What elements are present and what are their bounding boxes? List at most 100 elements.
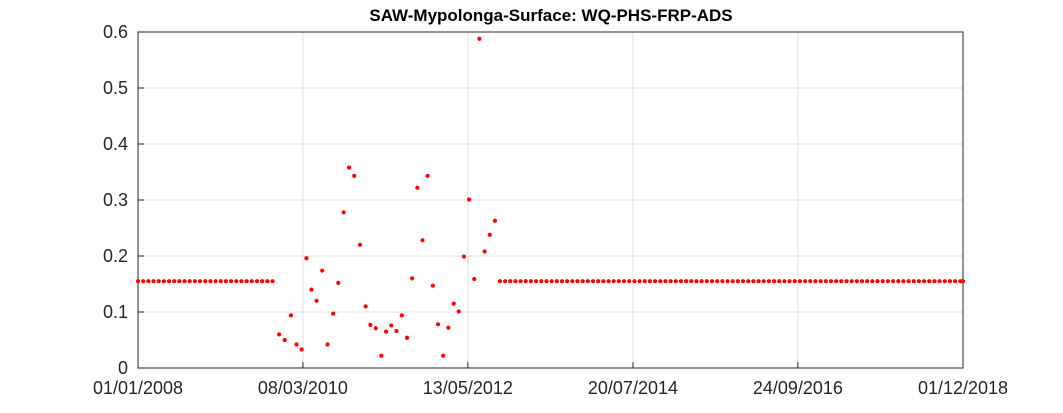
data-point — [792, 279, 797, 284]
data-point — [539, 279, 544, 284]
data-point — [927, 279, 932, 284]
data-point — [346, 165, 352, 170]
data-point — [828, 279, 834, 284]
data-point — [415, 185, 420, 190]
data-point — [590, 279, 596, 284]
data-point — [497, 279, 503, 284]
x-tick-label: 24/09/2016 — [753, 378, 843, 398]
data-point — [761, 279, 766, 284]
data-point — [166, 279, 172, 284]
data-point — [482, 249, 487, 254]
data-point — [234, 279, 239, 284]
data-point — [141, 279, 146, 284]
data-point — [818, 279, 823, 284]
data-point — [282, 337, 287, 343]
data-point — [813, 279, 818, 284]
data-point — [678, 279, 684, 284]
data-point — [689, 279, 694, 284]
data-point — [394, 328, 399, 334]
data-point — [461, 254, 466, 259]
data-point — [161, 279, 166, 284]
data-point — [331, 311, 336, 316]
data-point — [694, 279, 699, 284]
data-point — [288, 313, 294, 318]
chart-title: SAW-Mypolonga-Surface: WQ-PHS-FRP-ADS — [369, 6, 733, 25]
data-point — [632, 279, 637, 284]
y-tick-label: 0.6 — [103, 22, 128, 42]
data-point — [844, 279, 849, 284]
data-point — [668, 279, 673, 284]
data-point — [642, 279, 647, 284]
data-point — [177, 279, 182, 284]
data-point — [942, 279, 947, 284]
data-point — [953, 279, 958, 284]
data-point — [320, 268, 325, 273]
data-point — [325, 342, 330, 347]
data-point — [492, 218, 498, 223]
data-point — [218, 279, 223, 284]
data-point — [834, 279, 839, 284]
data-point — [766, 279, 772, 284]
data-point — [777, 279, 782, 284]
data-point — [146, 279, 151, 284]
data-point — [570, 279, 575, 284]
x-tick-label: 13/05/2012 — [423, 378, 513, 398]
data-point — [782, 279, 787, 284]
data-point — [357, 242, 363, 247]
data-point — [684, 279, 689, 284]
data-point — [875, 279, 880, 284]
data-point — [673, 279, 678, 284]
data-point — [534, 279, 539, 284]
data-points — [135, 36, 966, 358]
data-point — [270, 279, 275, 284]
data-point — [890, 279, 896, 284]
data-point — [451, 301, 456, 306]
data-point — [611, 279, 616, 284]
data-point — [720, 279, 725, 284]
data-point — [797, 279, 803, 284]
data-point — [663, 279, 668, 284]
data-point — [922, 279, 927, 284]
y-tick-label: 0.2 — [103, 246, 128, 266]
data-point — [947, 279, 953, 284]
x-tick-label: 08/03/2010 — [258, 378, 348, 398]
data-point — [508, 279, 513, 284]
data-point — [404, 335, 410, 340]
data-point — [314, 298, 319, 303]
data-point — [823, 279, 828, 284]
data-point — [379, 353, 384, 358]
data-point — [906, 279, 911, 284]
data-point — [352, 173, 357, 179]
data-point — [309, 287, 314, 292]
data-point — [249, 279, 254, 284]
data-point — [870, 279, 875, 284]
data-point — [430, 283, 435, 288]
data-point — [368, 322, 373, 327]
data-point — [384, 329, 389, 334]
y-tick-label: 0 — [118, 358, 128, 378]
data-point — [544, 279, 549, 284]
y-tick-label: 0.1 — [103, 302, 128, 322]
data-point — [596, 279, 601, 284]
data-point — [435, 322, 441, 327]
data-point — [647, 279, 653, 284]
data-point — [420, 238, 425, 243]
data-point — [606, 279, 611, 284]
data-point — [513, 279, 518, 284]
data-point — [808, 279, 813, 284]
data-point — [911, 279, 916, 284]
data-point — [730, 279, 735, 284]
data-point — [477, 36, 482, 41]
data-point — [373, 326, 378, 331]
data-point — [601, 279, 606, 284]
data-point — [363, 304, 368, 309]
data-point — [254, 279, 260, 284]
data-point — [299, 347, 304, 352]
data-point — [575, 279, 580, 284]
data-point — [182, 279, 187, 284]
data-point — [156, 279, 161, 284]
data-point — [528, 279, 534, 284]
data-point — [294, 342, 299, 347]
data-point — [203, 279, 208, 284]
data-point — [502, 279, 508, 284]
